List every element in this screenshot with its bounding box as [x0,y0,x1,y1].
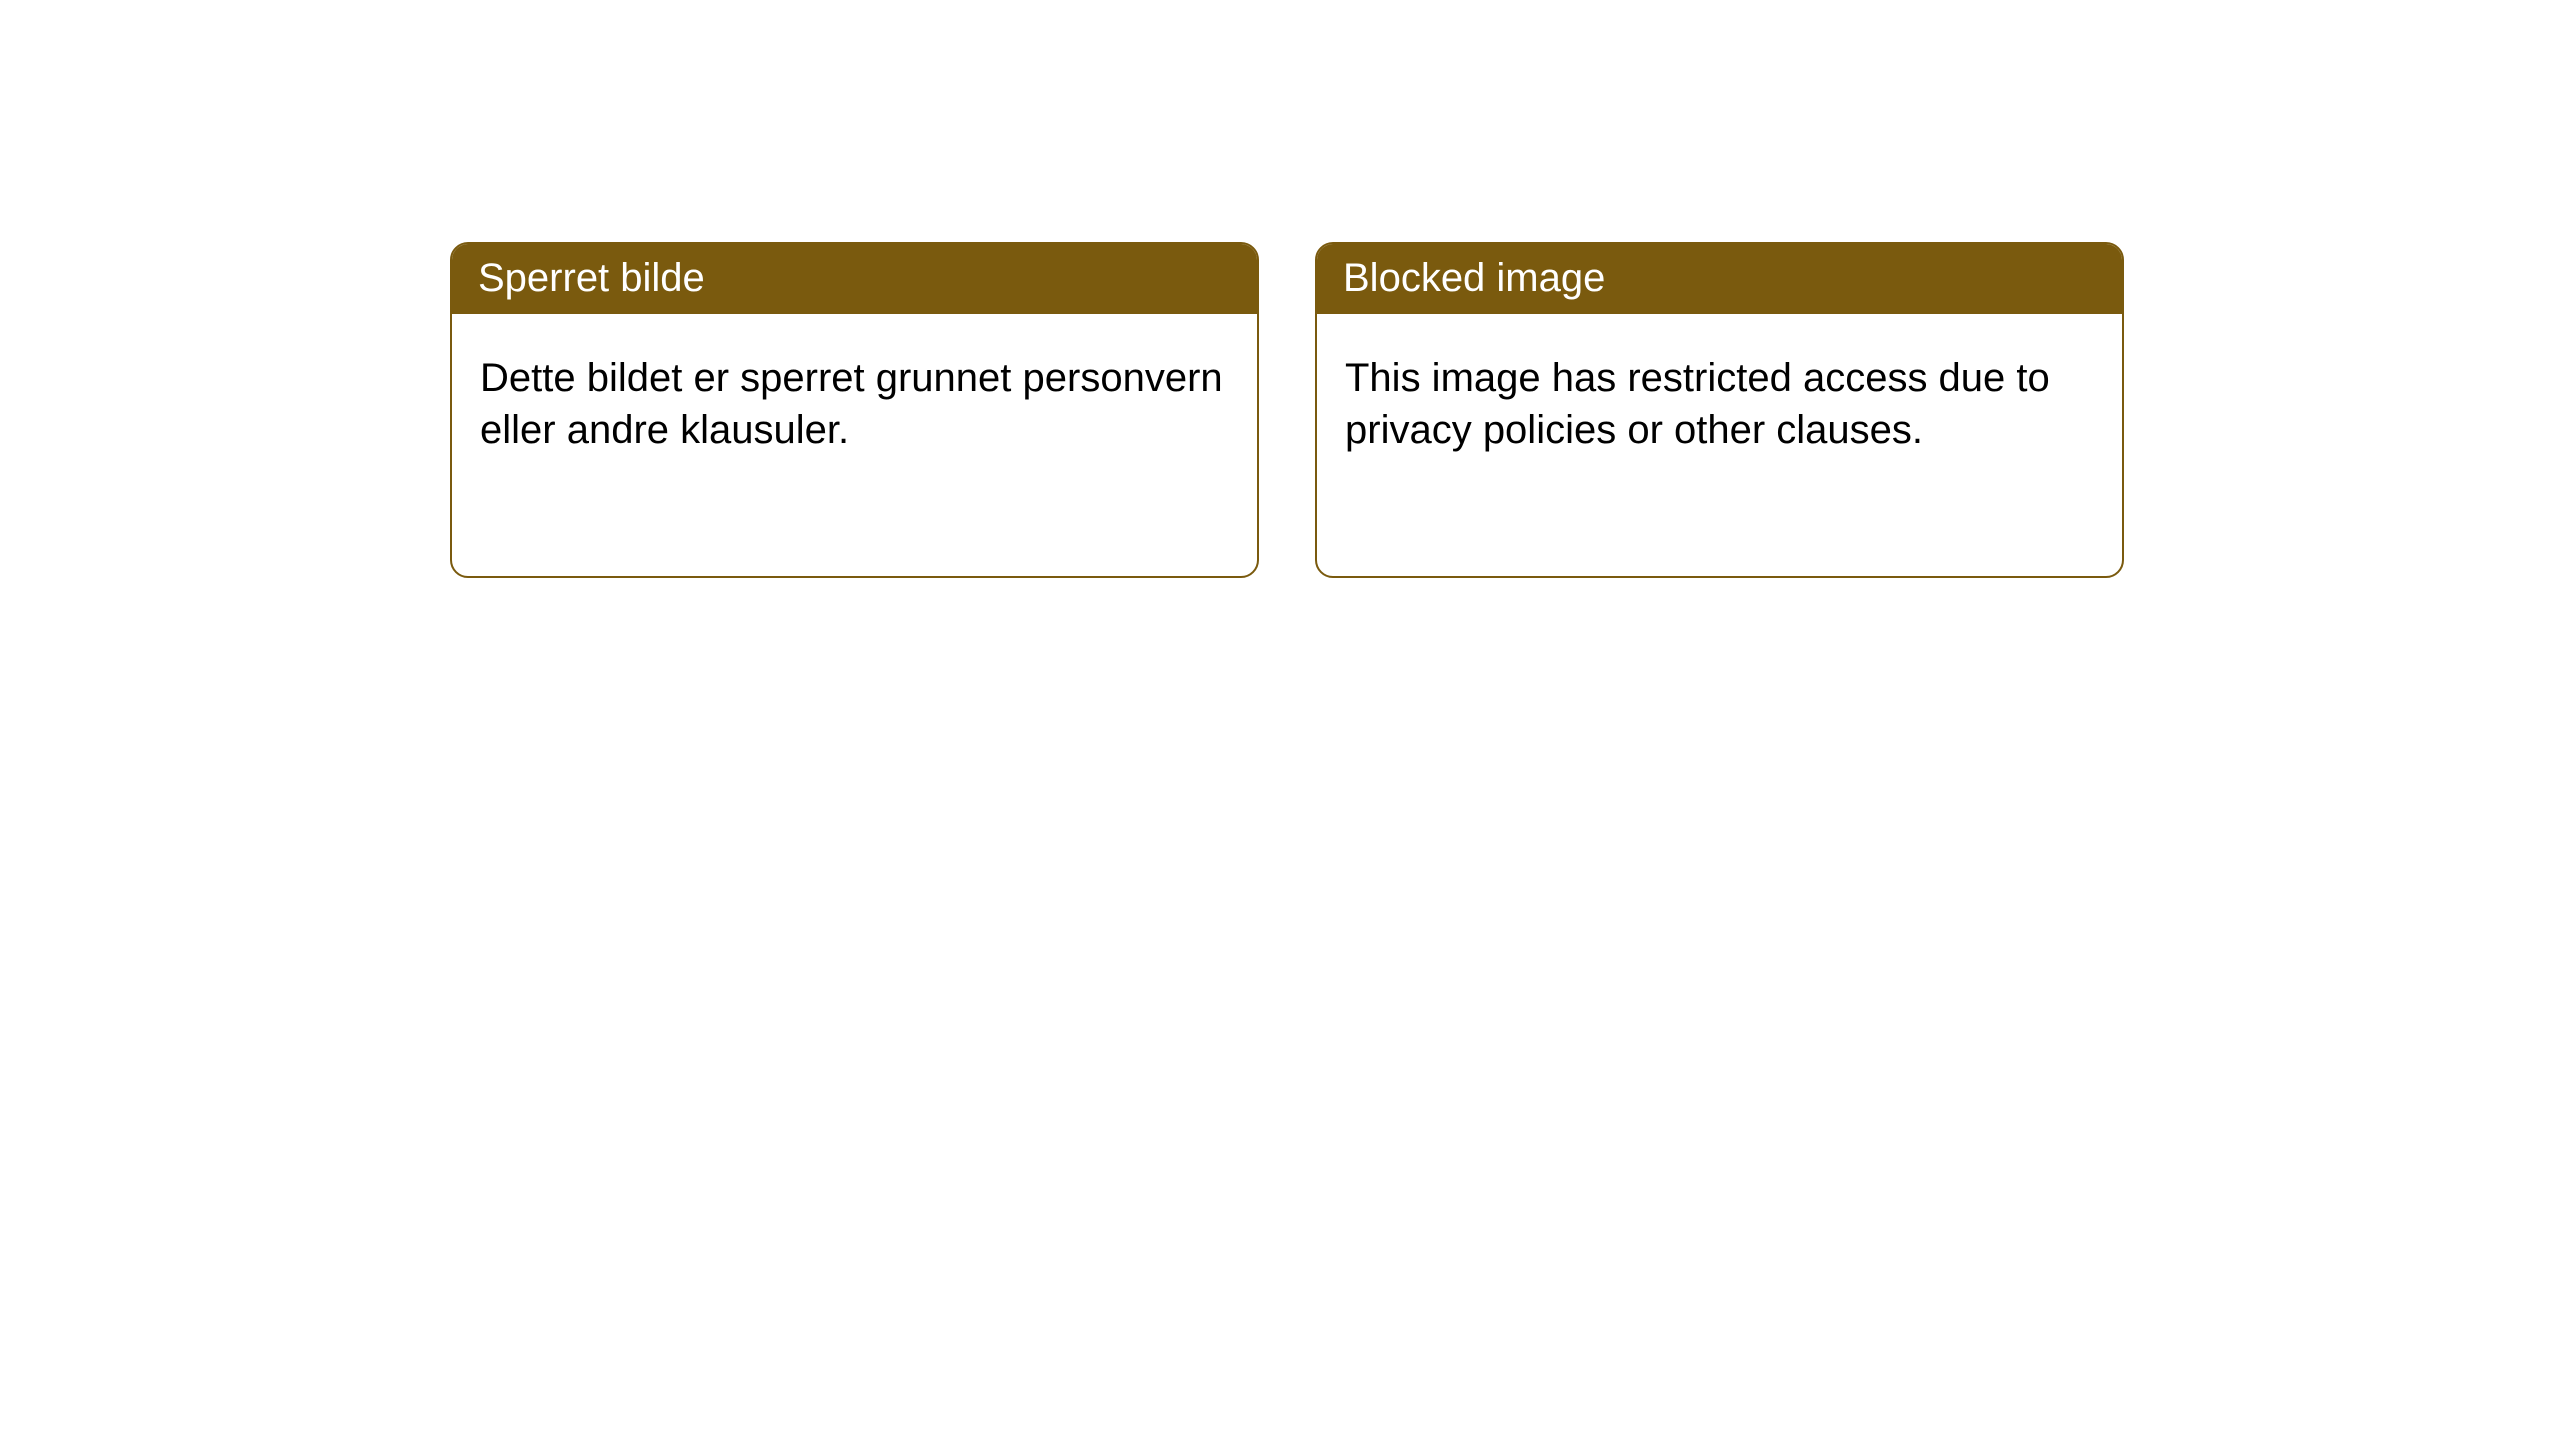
notice-container: Sperret bilde Dette bildet er sperret gr… [0,0,2560,578]
notice-card-english: Blocked image This image has restricted … [1315,242,2124,578]
notice-header: Sperret bilde [452,244,1257,314]
notice-header: Blocked image [1317,244,2122,314]
notice-body: This image has restricted access due to … [1317,314,2122,484]
notice-card-norwegian: Sperret bilde Dette bildet er sperret gr… [450,242,1259,578]
notice-body: Dette bildet er sperret grunnet personve… [452,314,1257,484]
